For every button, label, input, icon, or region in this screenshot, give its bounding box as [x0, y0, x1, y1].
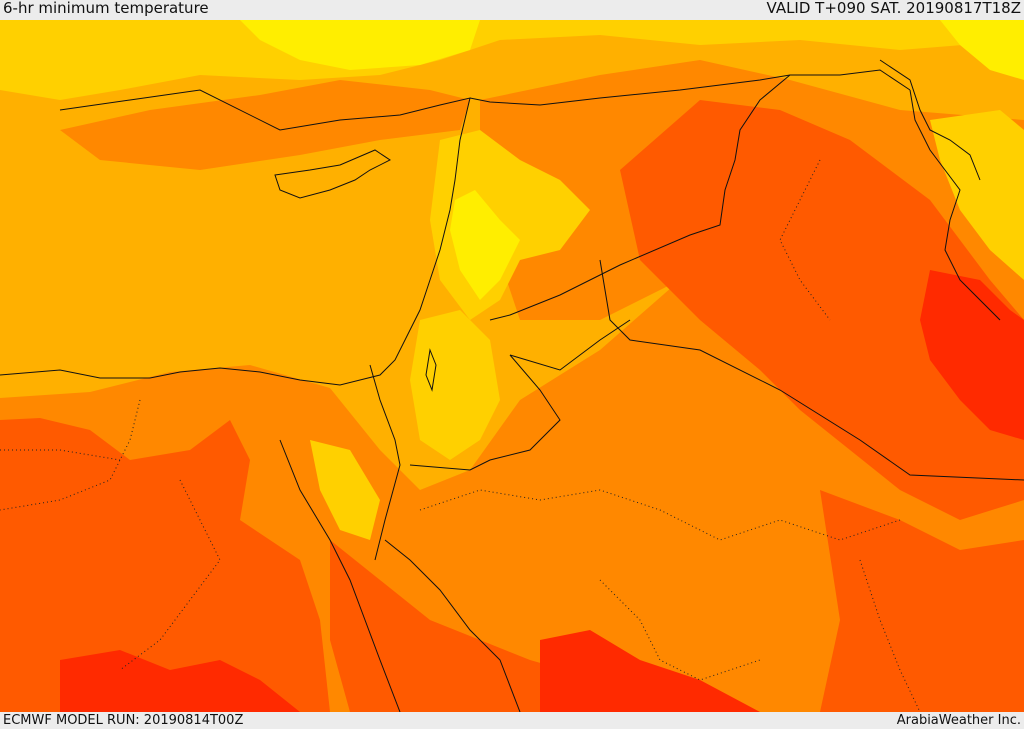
border-jordan-south: [409, 354, 561, 471]
cool-zone-turkey: [0, 20, 1024, 100]
cool-zone-sinai: [310, 440, 380, 540]
valid-time-label: VALID T+090 SAT. 20190817T18Z: [766, 0, 1021, 17]
coolest-zone-turkey: [240, 20, 480, 70]
map-canvas: [0, 20, 1024, 712]
hot-zone-iraq: [620, 100, 1024, 520]
border-jordan-east: [509, 319, 631, 371]
model-run-label: ECMWF MODEL RUN: 20190814T00Z: [3, 713, 244, 728]
border-iraq-iran: [909, 89, 1001, 321]
country-borders: [369, 69, 1024, 561]
footer-bar: ECMWF MODEL RUN: 20190814T00Z ArabiaWeat…: [0, 712, 1024, 729]
cyprus-coast: [274, 149, 391, 199]
province-line-3: [419, 489, 901, 541]
cool-zone-jordan: [410, 310, 500, 460]
hottest-zone-sudan: [60, 650, 300, 712]
hottest-zone-iraq: [920, 270, 1024, 440]
province-line-1: [0, 399, 141, 511]
hot-zone-egypt: [0, 418, 330, 712]
hottest-zone-hejaz: [540, 630, 760, 712]
province-boundaries: [0, 159, 921, 712]
temperature-map: [0, 20, 1024, 712]
dead-sea: [425, 348, 437, 392]
turkey-coast: [59, 89, 471, 141]
chart-title: 6-hr minimum temperature: [3, 0, 209, 17]
border-jordan-saudi: [599, 259, 1024, 481]
coolest-zone-caucasus: [940, 20, 1024, 80]
province-line-6: [0, 449, 121, 461]
levant-coast: [0, 139, 461, 386]
warm-zone-turkey: [60, 80, 470, 170]
cool-zone-zagros: [930, 110, 1024, 280]
coolest-zone-lebanon: [450, 190, 520, 300]
red-sea-east-coast: [384, 539, 521, 712]
hot-zone-red-sea: [330, 540, 680, 712]
red-sea-west-coast: [279, 439, 401, 712]
border-syria-iraq: [489, 74, 791, 321]
coastlines: [0, 59, 981, 712]
caspian-coast: [879, 59, 981, 181]
credit-label: ArabiaWeather Inc.: [896, 713, 1021, 728]
header-bar: 6-hr minimum temperature VALID T+090 SAT…: [0, 0, 1024, 20]
province-line-7: [859, 559, 921, 712]
border-egypt-israel: [369, 364, 401, 561]
hot-zone-east: [820, 490, 1024, 712]
border-syria-turkey: [469, 69, 911, 106]
